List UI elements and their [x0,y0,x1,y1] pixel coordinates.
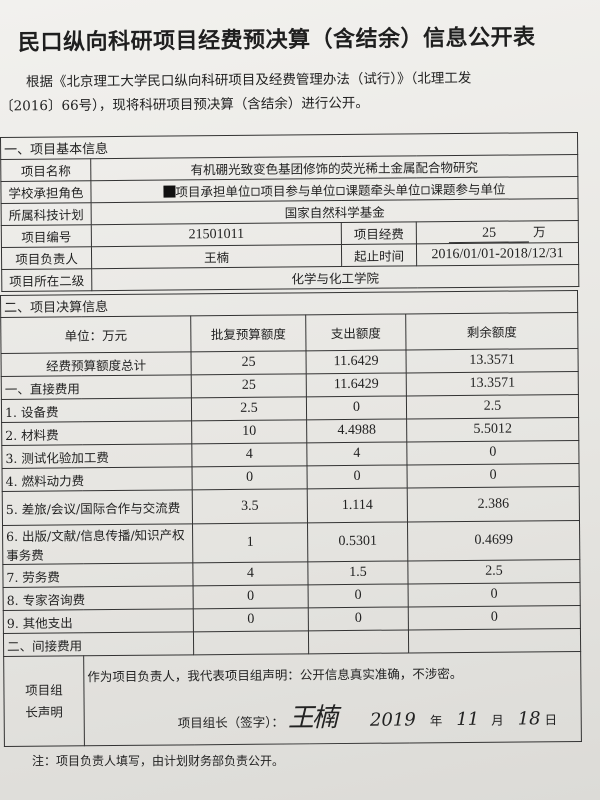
checkbox-checked [163,185,176,198]
role-option-label: 课题参与单位 [430,181,506,198]
period-value: 2016/01/01-2018/12/31 [416,242,579,266]
row-item: 二、间接费用 [3,631,194,657]
table-row: 6. 出版/文献/信息传播/知识产权事务费 1 0.5301 0.4699 [2,520,580,565]
row-remain: 13.3571 [405,348,579,373]
basic-info-table: 一、项目基本信息 项目名称 有机硼光致变色基团修饰的荧光稀土金属配合物研究 学校承… [0,132,579,292]
document-title: 民口纵向科研项目经费预决算（含结余）信息公开表 [17,25,536,56]
row-remain: 0 [406,440,579,465]
signature: 王楠 [287,703,337,734]
dept-value: 化学与化工学院 [91,264,579,291]
intro-paragraph: 根据《北京理工大学民口纵向科研项目及经费管理办法（试行）》（北理工发 〔2016… [0,65,580,118]
row-item: 4. 燃料动力费 [2,466,193,492]
declaration-text: 作为项目负责人，我代表项目组声明：公开信息真实准确，不涉密。 [87,665,463,685]
row-spent: 0.5301 [307,521,408,562]
leader-value: 王楠 [91,244,342,269]
plan-label: 所属科技计划 [1,202,92,226]
row-item: 经费预算额度总计 [1,351,192,377]
name-label: 项目名称 [0,158,91,182]
row-budget: 4 [192,561,309,586]
period-label: 起止时间 [341,243,417,267]
fund-label: 项目经费 [341,221,417,245]
row-spent: 1.5 [307,560,409,585]
role-label: 学校承担角色 [0,180,92,204]
row-item: 9. 其他支出 [3,608,194,634]
row-spent: 11.6429 [305,349,407,374]
row-remain: 13.3571 [406,371,579,396]
row-spent: 4.4988 [306,418,407,443]
header-remain: 剩余额度 [405,312,578,350]
row-remain: 0 [406,463,580,488]
leader-label: 项目负责人 [1,246,92,270]
year-unit: 年 [429,713,443,729]
row-remain: 2.386 [407,486,580,522]
row-budget: 0 [193,584,309,609]
fund-value: 25 [449,225,530,244]
table-row: 5. 差旅/会议/国际合作与交流费 3.5 1.114 2.386 [2,486,580,526]
row-budget: 4 [191,442,308,467]
sign-month: 11 [456,708,480,731]
row-remain: 0.4699 [407,520,580,561]
footnote: 注：项目负责人填写，由计划财务部负责公开。 [32,754,285,768]
row-budget: 0 [193,607,309,632]
row-spent: 11.6429 [306,372,407,397]
sign-year: 2019 [369,709,416,731]
sign-label: 项目组长（签字）： [177,714,285,731]
row-item: 一、直接费用 [1,374,192,400]
role-option-label: 项目承担单位 [175,183,251,200]
month-unit: 月 [491,712,504,728]
row-budget: 2.5 [191,396,307,421]
row-remain: 2.5 [407,559,581,584]
row-item: 3. 测试化验加工费 [1,443,193,469]
declaration-cell: 作为项目负责人，我代表项目组声明：公开信息真实准确，不涉密。 项目组长（签字）：… [83,651,582,746]
row-spent: 0 [308,583,409,608]
row-remain: 0 [408,582,581,607]
row-budget: 10 [191,419,307,444]
row-item: 5. 差旅/会议/国际合作与交流费 [2,489,193,526]
row-budget [193,630,309,655]
dept-label: 项目所在二级 [1,268,92,292]
settlement-table: 二、项目决算信息 单位：万元 批复预算额度 支出额度 剩余额度 经费预算额度总计… [0,290,582,747]
row-spent: 1.114 [307,487,408,523]
signature-line: 项目组长（签字）： 王楠 2019 年 11 月 18 日 [88,695,578,736]
row-item: 2. 材料费 [1,420,192,446]
day-unit: 日 [544,712,558,728]
intro-line-2: 〔2016〕66号），现将科研项目预决算（含结余）进行公开。 [0,95,369,115]
row-budget: 25 [191,350,307,375]
fund-cell: 25 万 [416,220,579,244]
row-remain [408,628,581,653]
row-item: 8. 专家咨询费 [3,585,194,611]
row-item: 1. 设备费 [1,397,192,423]
checkbox-unchecked [336,186,345,196]
role-option-label: 课题牵头单位 [345,182,421,198]
row-spent: 0 [306,395,407,420]
header-unit: 单位：万元 [0,315,192,354]
row-spent: 0 [308,606,409,631]
row-budget: 25 [191,373,307,398]
checkbox-unchecked [421,186,430,195]
row-budget: 1 [192,522,308,563]
role-option-label: 项目参与单位 [260,183,336,199]
row-spent: 4 [306,441,407,466]
checkbox-unchecked [251,187,260,196]
header-spent: 支出额度 [305,313,406,351]
header-budget: 批复预算额度 [190,314,306,352]
row-budget: 3.5 [192,488,308,524]
declaration-label: 项目组长声明 [3,655,85,747]
row-remain: 2.5 [406,394,579,419]
row-spent: 0 [307,464,408,489]
fund-unit: 万 [533,224,546,240]
code-value: 21501011 [91,222,342,247]
row-budget: 0 [192,465,308,490]
row-item: 7. 劳务费 [2,562,194,588]
row-remain: 5.5012 [406,417,579,442]
row-remain: 0 [408,605,581,630]
row-spent [308,629,409,654]
sign-day: 18 [517,708,541,730]
row-item: 6. 出版/文献/信息传播/知识产权事务费 [2,523,193,565]
code-label: 项目编号 [1,224,92,248]
